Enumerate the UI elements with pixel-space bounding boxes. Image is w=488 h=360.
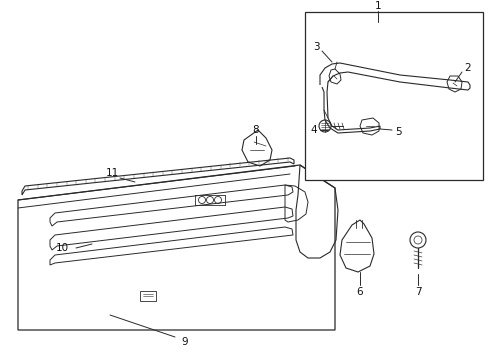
Text: 4: 4 [310,125,317,135]
Bar [140,291,156,301]
Text: 1: 1 [374,1,381,11]
Text: 3: 3 [312,42,319,52]
Bar [305,12,482,180]
Text: 10: 10 [55,243,68,253]
Text: 8: 8 [252,125,259,135]
Text: 9: 9 [182,337,188,347]
Text: 5: 5 [394,127,401,137]
Text: 11: 11 [105,168,119,178]
Text: 6: 6 [356,287,363,297]
Text: 7: 7 [414,287,421,297]
Text: 2: 2 [464,63,470,73]
